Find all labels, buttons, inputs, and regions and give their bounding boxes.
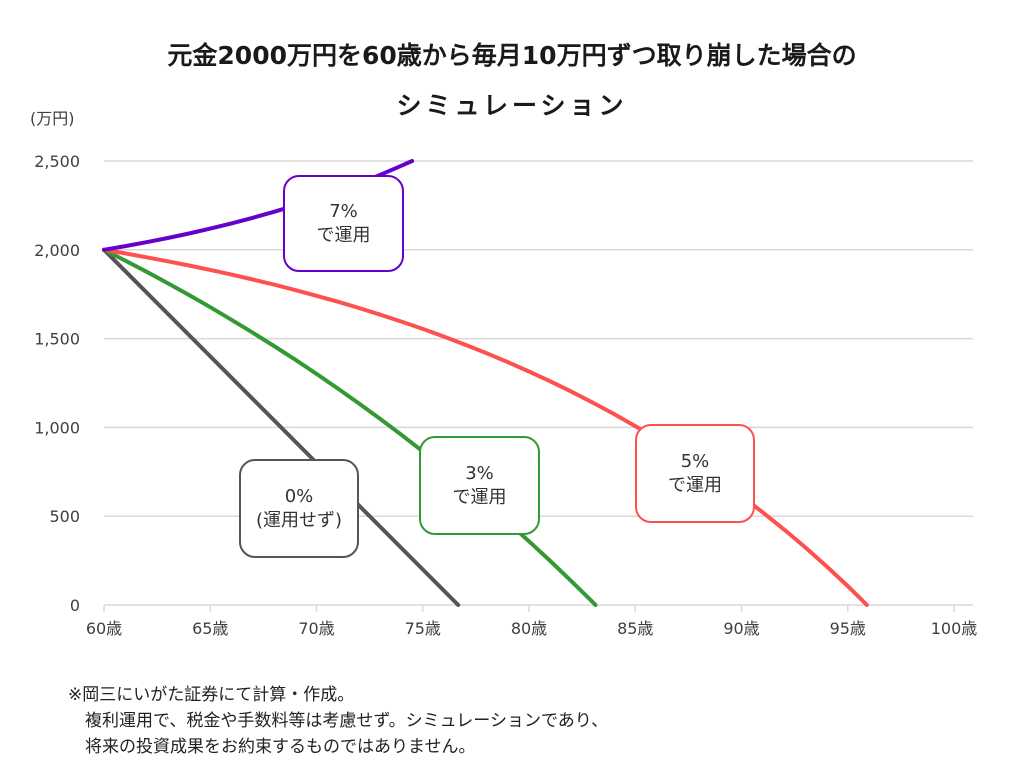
y-tick-label: 0 xyxy=(70,596,80,615)
y-tick-label: 2,000 xyxy=(34,241,80,260)
callout-3pct-rate: 3% xyxy=(465,462,494,484)
chart-title-line1: 元金2000万円を60歳から毎月10万円ずつ取り崩した場合の xyxy=(167,41,857,70)
x-tick-label: 95歳 xyxy=(830,619,866,638)
y-axis-unit-label: (万円) xyxy=(30,109,75,128)
x-tick-label: 90歳 xyxy=(723,619,759,638)
x-tick-label: 70歳 xyxy=(298,619,334,638)
callout-5pct: 5% で運用 xyxy=(635,424,755,523)
x-tick-label: 75歳 xyxy=(405,619,441,638)
y-tick-label: 2,500 xyxy=(34,152,80,171)
callout-0pct-label: (運用せず) xyxy=(255,509,343,531)
callout-7pct-label: で運用 xyxy=(316,224,371,246)
chart-title-line2: シミュレーション xyxy=(396,91,628,120)
callout-3pct: 3% で運用 xyxy=(419,436,540,535)
y-tick-label: 500 xyxy=(49,507,80,526)
x-tick-label: 60歳 xyxy=(86,619,122,638)
x-tick-label: 85歳 xyxy=(617,619,653,638)
callout-3pct-label: で運用 xyxy=(452,486,507,508)
y-tick-label: 1,000 xyxy=(34,418,80,437)
series-line xyxy=(102,247,598,607)
x-tick-label: 100歳 xyxy=(931,619,978,638)
callout-5pct-rate: 5% xyxy=(680,450,710,472)
callout-7pct-rate: 7% xyxy=(329,200,358,222)
callout-0pct: 0% (運用せず) xyxy=(239,459,359,558)
footnote-line2: 複利運用で、税金や手数料等は考慮せず。シミュレーションであり、 xyxy=(68,711,609,731)
axes: 0 500 1,000 1,500 2,000 2,500 60歳 65歳 70歳 75歳 80歳 8… xyxy=(34,152,977,638)
callout-7pct: 7% で運用 xyxy=(283,175,404,272)
footnote-line1: ※岡三にいがた証券にて計算・作成。 xyxy=(68,685,355,705)
series-lines xyxy=(102,159,869,607)
x-tick-label: 65歳 xyxy=(192,619,228,638)
x-tick-label: 80歳 xyxy=(511,619,547,638)
callout-0pct-rate: 0% xyxy=(284,485,314,507)
footnote-line3: 将来の投資成果をお約束するものではありません。 xyxy=(68,737,476,757)
callout-5pct-label: で運用 xyxy=(668,474,722,496)
y-tick-label: 1,500 xyxy=(34,330,80,349)
